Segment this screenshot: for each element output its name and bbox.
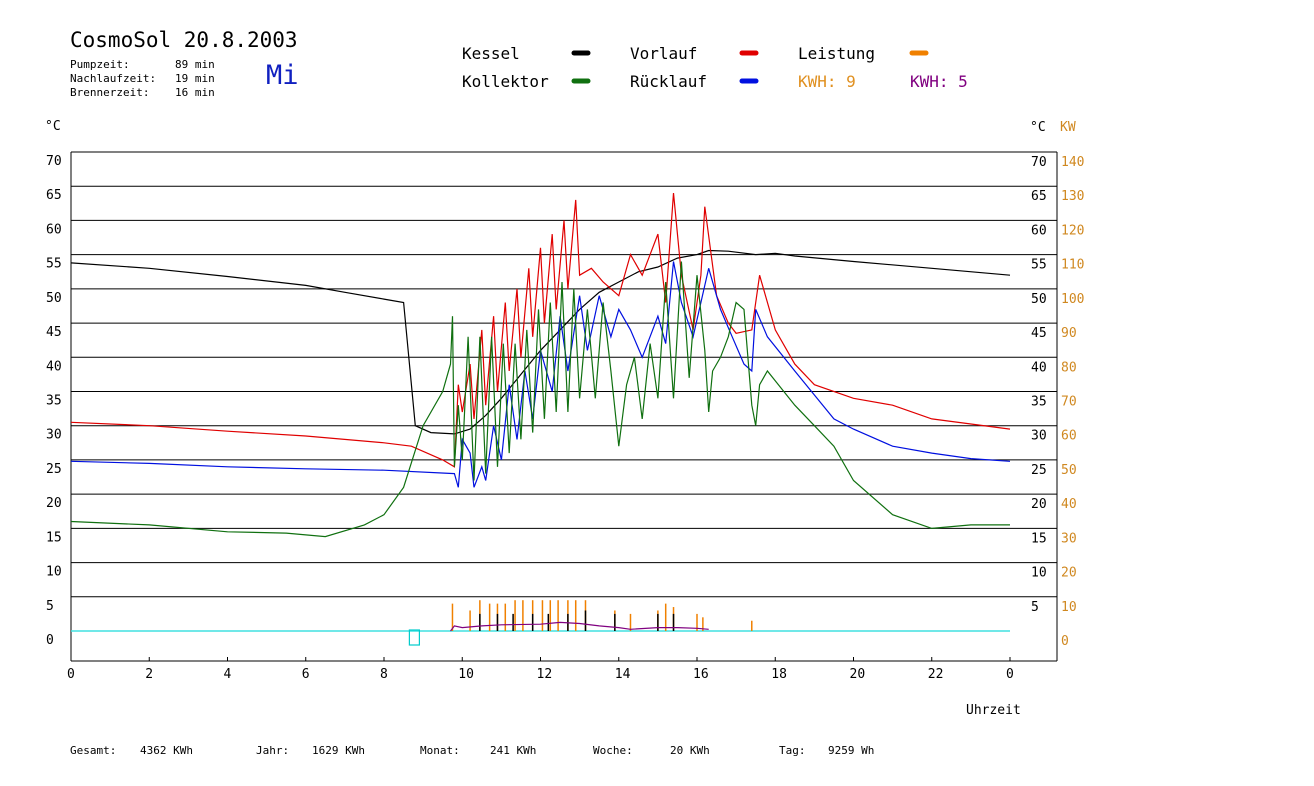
- y-right-tick-label: 55: [1031, 258, 1047, 273]
- footer-woche-value: 20 KWh: [670, 744, 710, 757]
- page-title: CosmoSol 20.8.2003: [70, 28, 298, 52]
- stat-pumpzeit-label: Pumpzeit:: [70, 58, 130, 71]
- footer-jahr-label: Jahr:: [256, 744, 290, 757]
- y-right-tick-label: 35: [1031, 395, 1047, 410]
- x-tick-label: 12: [537, 667, 553, 682]
- y-tick-label: 60: [46, 222, 62, 237]
- footer-gesamt-value: 4362 KWh: [140, 744, 193, 757]
- legend-kwh-orange: KWH: 9: [798, 72, 856, 91]
- x-tick-label: 14: [615, 667, 631, 682]
- marker-rect: [408, 629, 420, 646]
- y-right-tick-label: 5: [1031, 600, 1039, 615]
- footer-gesamt-label: Gesamt:: [70, 744, 117, 757]
- series-rücklauf: [70, 261, 1011, 488]
- y-axis-label-right: °C: [1030, 120, 1046, 135]
- y-right-tick-label: 45: [1031, 326, 1047, 341]
- y-tick-label: 20: [46, 496, 62, 511]
- y-right-tick-label: 50: [1031, 292, 1047, 307]
- legend-kwh-purple: KWH: 5: [910, 72, 968, 91]
- y2-tick-label: 50: [1061, 463, 1077, 478]
- y-right-tick-label: 15: [1031, 531, 1047, 546]
- footer-tag-label: Tag:: [779, 744, 806, 757]
- x-tick-label: 4: [224, 667, 232, 682]
- y-tick-label: 10: [46, 565, 62, 580]
- x-tick-label: 8: [380, 667, 388, 682]
- x-tick-label: 18: [771, 667, 787, 682]
- day-label: Mi: [266, 60, 299, 91]
- stat-nachlaufzeit-value: 19 min: [175, 72, 215, 85]
- x-axis-label: Uhrzeit: [966, 703, 1021, 718]
- y-tick-label: 40: [46, 359, 62, 374]
- footer-jahr-value: 1629 KWh: [312, 744, 365, 757]
- series-vorlauf: [70, 193, 1011, 468]
- stat-brennerzeit-value: 16 min: [175, 86, 215, 99]
- x-tick-label: 10: [458, 667, 474, 682]
- y-tick-label: 25: [46, 462, 62, 477]
- y-tick-label: 70: [46, 154, 62, 169]
- y-right-tick-label: 10: [1031, 566, 1047, 581]
- x-tick-label: 22: [928, 667, 944, 682]
- y-right-tick-label: 25: [1031, 463, 1047, 478]
- y2-tick-label: 70: [1061, 395, 1077, 410]
- y-tick-label: 50: [46, 291, 62, 306]
- y2-tick-label: 30: [1061, 531, 1077, 546]
- y-right-tick-label: 70: [1031, 155, 1047, 170]
- y-tick-label: 35: [46, 394, 62, 409]
- x-tick-label: 0: [1006, 667, 1014, 682]
- y-tick-label: 5: [46, 599, 54, 614]
- y-tick-label: 55: [46, 257, 62, 272]
- legend-ruecklauf: Rücklauf: [630, 72, 708, 91]
- y-tick-label: 30: [46, 428, 62, 443]
- series-kwh-purple: [450, 621, 709, 632]
- y2-tick-label: 40: [1061, 497, 1077, 512]
- stat-nachlaufzeit-label: Nachlaufzeit:: [70, 72, 157, 85]
- x-tick-label: 6: [302, 667, 310, 682]
- legend-kessel: Kessel: [462, 44, 520, 63]
- y2-tick-label: 80: [1061, 360, 1077, 375]
- y-right-tick-label: 40: [1031, 360, 1047, 375]
- y2-tick-label: 20: [1061, 566, 1077, 581]
- x-tick-label: 2: [145, 667, 153, 682]
- footer-monat-label: Monat:: [420, 744, 460, 757]
- y2-tick-label: 60: [1061, 429, 1077, 444]
- y2-tick-label: 110: [1061, 258, 1084, 273]
- footer-tag-value: 9259 Wh: [828, 744, 875, 757]
- y-axis-label-left: °C: [45, 119, 61, 134]
- y-right-tick-label: 30: [1031, 429, 1047, 444]
- y-tick-label: 65: [46, 188, 62, 203]
- footer-monat-value: 241 KWh: [490, 744, 537, 757]
- legend-kollektor: Kollektor: [462, 72, 549, 91]
- legend-vorlauf: Vorlauf: [630, 44, 698, 63]
- y2-tick-label: 140: [1061, 155, 1084, 170]
- series-kollektor: [70, 261, 1010, 538]
- y-tick-label: 45: [46, 325, 62, 340]
- y-right-tick-label: 65: [1031, 189, 1047, 204]
- y2-tick-label: 100: [1061, 292, 1084, 307]
- y2-axis-label: KW: [1060, 120, 1076, 135]
- y2-tick-label: 130: [1061, 189, 1084, 204]
- stat-brennerzeit-label: Brennerzeit:: [70, 86, 150, 99]
- y2-tick-label: 10: [1061, 600, 1077, 615]
- footer-woche-label: Woche:: [593, 744, 633, 757]
- stat-pumpzeit-value: 89 min: [175, 58, 215, 71]
- y2-tick-label: 90: [1061, 326, 1077, 341]
- legend-leistung: Leistung: [798, 44, 876, 63]
- x-tick-label: 0: [67, 667, 75, 682]
- x-tick-label: 16: [693, 667, 709, 682]
- y-right-tick-label: 20: [1031, 497, 1047, 512]
- y2-tick-label: 120: [1061, 223, 1084, 238]
- y-right-tick-label: 60: [1031, 223, 1047, 238]
- y2-tick-label: 0: [1061, 634, 1069, 649]
- y-tick-label: 15: [46, 530, 62, 545]
- y-tick-label: 0: [46, 633, 54, 648]
- x-tick-label: 20: [850, 667, 866, 682]
